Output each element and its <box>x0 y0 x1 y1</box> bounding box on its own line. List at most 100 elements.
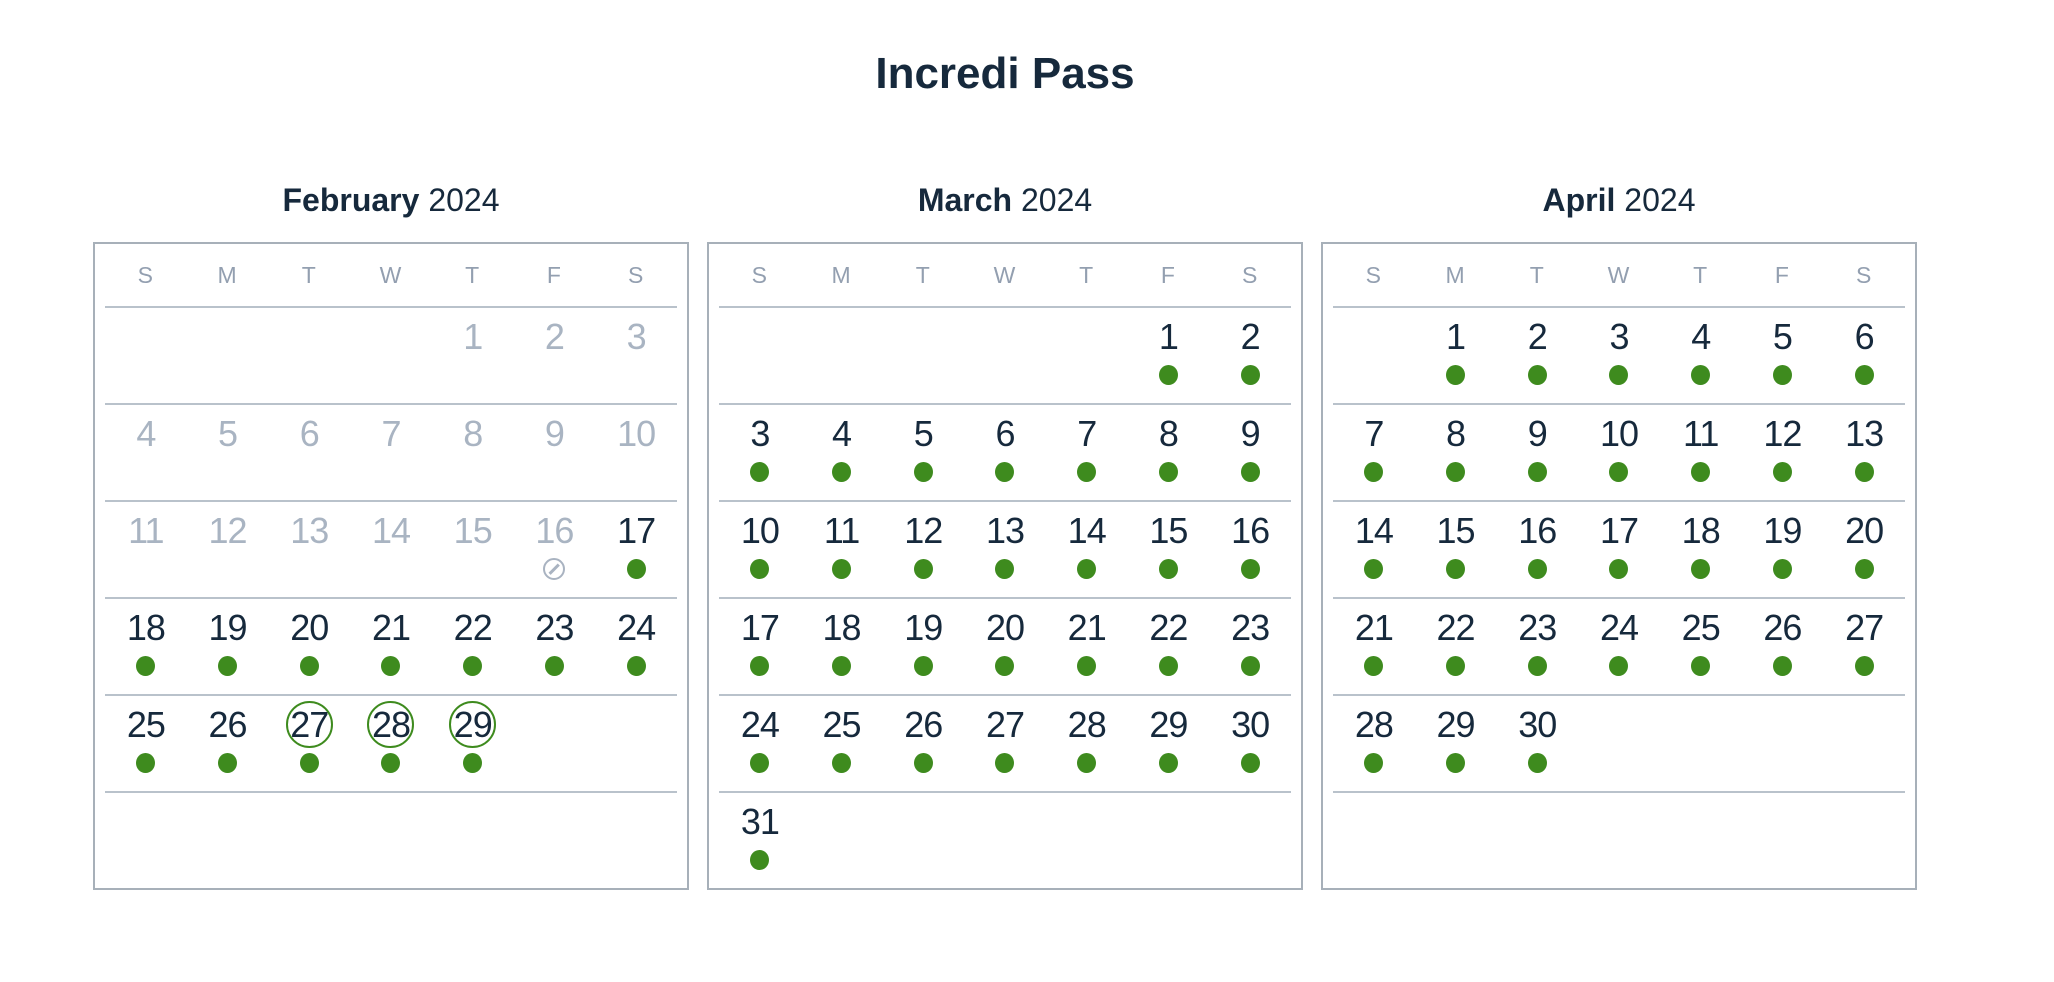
day-cell[interactable]: 13 <box>1823 403 1905 500</box>
day-cell[interactable]: 26 <box>1742 597 1824 694</box>
day-cell[interactable]: 24 <box>1578 597 1660 694</box>
day-cell[interactable]: 25 <box>801 694 883 791</box>
available-dot-icon <box>463 656 483 676</box>
day-number: 2 <box>1240 315 1261 357</box>
week-row: 14 15 16 17 18 19 20 <box>1323 500 1915 597</box>
day-cell[interactable]: 30 <box>1209 694 1291 791</box>
day-cell[interactable]: 29 <box>432 694 514 791</box>
day-cell[interactable]: 3 <box>1578 306 1660 403</box>
day-cell[interactable]: 7 <box>1046 403 1128 500</box>
day-cell[interactable]: 27 <box>964 694 1046 791</box>
day-cell[interactable]: 9 <box>1209 403 1291 500</box>
day-cell[interactable]: 7 <box>1333 403 1415 500</box>
day-cell[interactable]: 9 <box>1496 403 1578 500</box>
day-cell[interactable]: 10 <box>719 500 801 597</box>
day-cell[interactable]: 2 <box>1209 306 1291 403</box>
day-cell[interactable]: 24 <box>595 597 677 694</box>
available-dot-icon <box>1077 559 1097 579</box>
day-cell[interactable]: 27 <box>1823 597 1905 694</box>
day-cell[interactable]: 24 <box>719 694 801 791</box>
availability-marker <box>913 558 933 580</box>
day-cell[interactable]: 18 <box>105 597 187 694</box>
day-cell[interactable]: 23 <box>1209 597 1291 694</box>
day-cell[interactable]: 3 <box>719 403 801 500</box>
day-cell[interactable]: 21 <box>1046 597 1128 694</box>
month-year: 2024 <box>419 182 500 218</box>
day-cell[interactable]: 17 <box>719 597 801 694</box>
day-cell[interactable]: 14 <box>1046 500 1128 597</box>
day-cell[interactable]: 17 <box>1578 500 1660 597</box>
day-cell[interactable]: 22 <box>1415 597 1497 694</box>
day-cell[interactable]: 29 <box>1415 694 1497 791</box>
day-cell[interactable]: 31 <box>719 791 801 888</box>
day-cell[interactable]: 4 <box>1660 306 1742 403</box>
availability-marker <box>1077 655 1097 677</box>
availability-marker <box>995 461 1015 483</box>
day-cell[interactable]: 18 <box>801 597 883 694</box>
day-cell[interactable]: 18 <box>1660 500 1742 597</box>
day-cell[interactable]: 14 <box>1333 500 1415 597</box>
day-cell[interactable]: 15 <box>1415 500 1497 597</box>
day-cell[interactable]: 17 <box>595 500 677 597</box>
available-dot-icon <box>913 462 933 482</box>
day-cell[interactable]: 19 <box>187 597 269 694</box>
day-cell[interactable]: 21 <box>1333 597 1415 694</box>
availability-marker <box>1158 364 1178 386</box>
empty-cell <box>801 306 883 403</box>
day-cell[interactable]: 1 <box>1415 306 1497 403</box>
day-cell[interactable]: 15 <box>1128 500 1210 597</box>
day-cell[interactable]: 4 <box>801 403 883 500</box>
day-number: 14 <box>1067 509 1107 551</box>
day-number: 4 <box>1691 315 1711 357</box>
availability-marker <box>750 752 770 774</box>
day-cell[interactable]: 11 <box>801 500 883 597</box>
day-cell[interactable]: 5 <box>882 403 964 500</box>
day-cell[interactable]: 25 <box>105 694 187 791</box>
day-number: 11 <box>128 509 164 551</box>
day-cell[interactable]: 28 <box>1046 694 1128 791</box>
day-cell[interactable]: 26 <box>187 694 269 791</box>
day-cell[interactable]: 27 <box>268 694 350 791</box>
day-cell[interactable]: 10 <box>1578 403 1660 500</box>
availability-marker <box>1158 655 1178 677</box>
day-cell[interactable]: 23 <box>514 597 596 694</box>
day-cell[interactable]: 19 <box>882 597 964 694</box>
day-cell[interactable]: 28 <box>1333 694 1415 791</box>
day-cell[interactable]: 2 <box>1496 306 1578 403</box>
day-cell[interactable]: 12 <box>882 500 964 597</box>
day-cell[interactable]: 11 <box>1660 403 1742 500</box>
availability-marker <box>1772 655 1792 677</box>
day-cell[interactable]: 28 <box>350 694 432 791</box>
availability-marker <box>1527 364 1547 386</box>
day-cell[interactable]: 12 <box>1742 403 1824 500</box>
day-cell[interactable]: 6 <box>964 403 1046 500</box>
day-cell[interactable]: 22 <box>1128 597 1210 694</box>
day-cell[interactable]: 1 <box>1128 306 1210 403</box>
day-cell[interactable]: 22 <box>432 597 514 694</box>
day-cell[interactable]: 29 <box>1128 694 1210 791</box>
day-cell[interactable]: 26 <box>882 694 964 791</box>
day-cell[interactable]: 16 <box>1496 500 1578 597</box>
day-cell[interactable]: 25 <box>1660 597 1742 694</box>
day-cell[interactable]: 30 <box>1496 694 1578 791</box>
day-cell[interactable]: 13 <box>964 500 1046 597</box>
day-number: 17 <box>1599 509 1639 551</box>
day-cell[interactable]: 19 <box>1742 500 1824 597</box>
available-dot-icon <box>1527 365 1547 385</box>
day-cell[interactable]: 20 <box>268 597 350 694</box>
day-cell[interactable]: 16 <box>1209 500 1291 597</box>
day-cell[interactable]: 6 <box>1823 306 1905 403</box>
available-dot-icon <box>1772 656 1792 676</box>
day-number: 31 <box>740 800 780 842</box>
day-number: 8 <box>1446 412 1466 454</box>
availability-marker <box>1527 655 1547 677</box>
day-cell[interactable]: 21 <box>350 597 432 694</box>
day-cell[interactable]: 5 <box>1742 306 1824 403</box>
weekday-header-cell: T <box>1693 261 1709 288</box>
day-cell[interactable]: 23 <box>1496 597 1578 694</box>
day-cell[interactable]: 8 <box>1128 403 1210 500</box>
day-cell[interactable]: 20 <box>1823 500 1905 597</box>
day-cell[interactable]: 20 <box>964 597 1046 694</box>
day-cell[interactable]: 8 <box>1415 403 1497 500</box>
